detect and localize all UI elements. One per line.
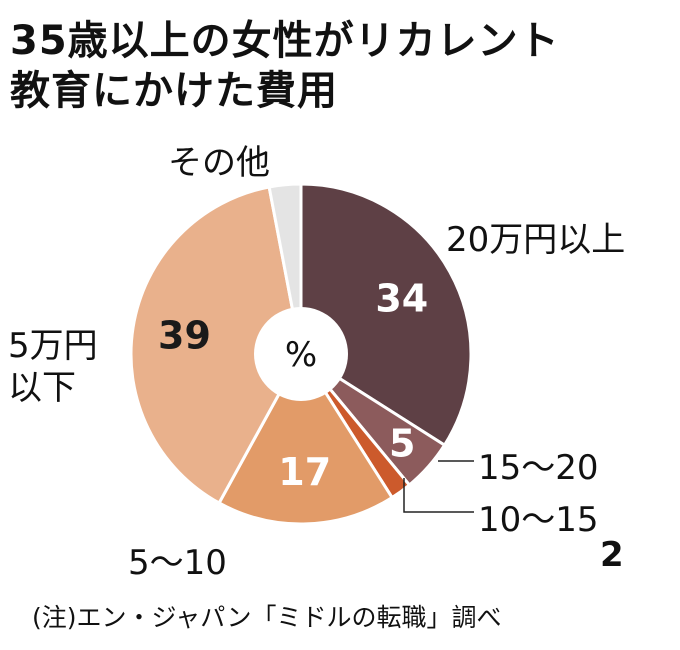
chart-title-line-2: 教育にかけた費用 xyxy=(10,68,338,114)
pie-center-hole xyxy=(254,307,348,401)
label-15-20: 15〜20 xyxy=(478,448,599,488)
label-5-10: 5〜10 xyxy=(128,543,227,583)
data-label-1: 5 xyxy=(389,421,415,465)
pie-slice-4 xyxy=(129,185,303,506)
label-5man-under: 5万円以下 xyxy=(8,326,98,408)
label-10-15: 10〜15 xyxy=(478,500,599,540)
leader-line-10-15 xyxy=(403,478,474,513)
label-other: その他 xyxy=(168,143,270,183)
unit-label: % xyxy=(285,335,317,375)
data-label-4: 39 xyxy=(158,314,211,358)
data-label-3: 17 xyxy=(278,450,331,494)
chart-title-line-1: 35歳以上の女性がリカレント xyxy=(10,18,560,64)
source-note: (注)エン・ジャパン「ミドルの転職」調べ xyxy=(32,603,502,632)
data-label-0: 34 xyxy=(375,277,428,321)
pie-slice-3 xyxy=(217,351,395,526)
value-label-10-15: 2 xyxy=(600,535,624,575)
label-20man-over: 20万円以上 xyxy=(446,220,626,260)
